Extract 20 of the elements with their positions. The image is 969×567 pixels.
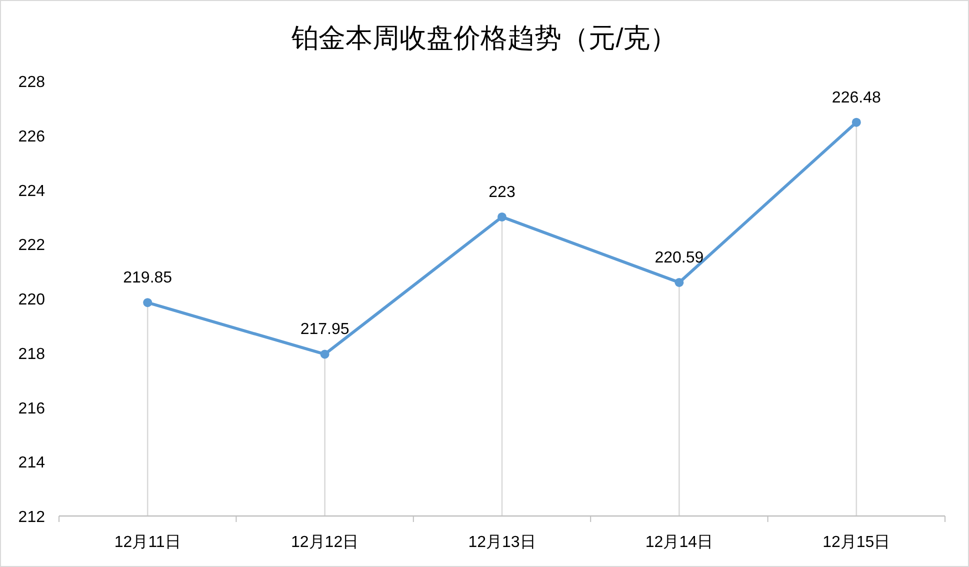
- xtick: 12月11日: [114, 534, 181, 551]
- xtick: 12月14日: [645, 534, 713, 551]
- ytick: 220: [18, 292, 45, 308]
- data-label: 223: [488, 184, 516, 201]
- ytick: 226: [18, 128, 45, 146]
- xtick: 12月13日: [468, 534, 536, 551]
- data-label: 226.48: [832, 89, 881, 106]
- ytick: 216: [18, 400, 45, 418]
- data-label: 217.95: [300, 321, 350, 338]
- ytick: 224: [18, 182, 45, 200]
- ytick: 222: [18, 237, 45, 254]
- ytick: 212: [18, 509, 45, 526]
- ytick: 214: [18, 454, 45, 472]
- title: 铂金本周收盘价格趋势（元/克）: [292, 23, 678, 53]
- ytick: 228: [18, 74, 45, 91]
- xtick: 12月15日: [822, 534, 890, 551]
- data-label: 220.59: [654, 249, 704, 266]
- data-label: 219.85: [123, 270, 172, 287]
- xtick: 12月12日: [291, 534, 359, 551]
- ytick: 218: [18, 346, 45, 363]
